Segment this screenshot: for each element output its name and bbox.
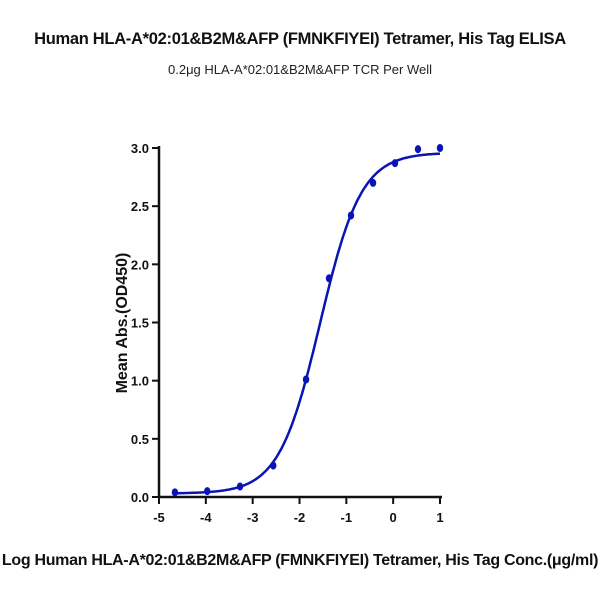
data-point [171, 488, 179, 497]
y-tick-label: 1.0 [131, 374, 149, 389]
data-point [369, 178, 377, 187]
data-point [302, 375, 310, 384]
data-point [270, 461, 277, 470]
x-tick-label: 1 [436, 510, 443, 525]
data-point [204, 487, 211, 496]
chart-title: Human HLA-A*02:01&B2M&AFP (FMNKFIYEI) Te… [34, 30, 566, 48]
y-tick-label: 0.5 [131, 432, 149, 447]
y-tick-label: 2.0 [131, 257, 149, 272]
data-point [414, 145, 422, 154]
x-tick-label: -3 [247, 510, 259, 525]
y-tick-label: 2.5 [131, 199, 149, 214]
data-point [236, 482, 244, 491]
x-axis-label: Log Human HLA-A*02:01&B2M&AFP (FMNKFIYEI… [1, 552, 599, 569]
y-tick-label: 3.0 [131, 141, 149, 156]
x-tick-label: -4 [200, 510, 212, 525]
y-axis-label: Mean Abs.(OD450) [114, 253, 131, 394]
data-point [325, 274, 333, 283]
x-tick-label: -5 [153, 510, 165, 525]
chart-subtitle: 0.2μg HLA-A*02:01&B2M&AFP TCR Per Well [168, 62, 432, 77]
x-tick-label: -1 [341, 510, 353, 525]
fit-curve [174, 152, 441, 495]
data-point [436, 144, 444, 152]
data-point [391, 159, 399, 168]
data-point [347, 211, 355, 220]
y-tick-label: 0.0 [131, 490, 149, 505]
x-tick-label: -2 [294, 510, 306, 525]
x-tick-label: 0 [390, 510, 397, 525]
y-tick-label: 1.5 [131, 316, 149, 331]
